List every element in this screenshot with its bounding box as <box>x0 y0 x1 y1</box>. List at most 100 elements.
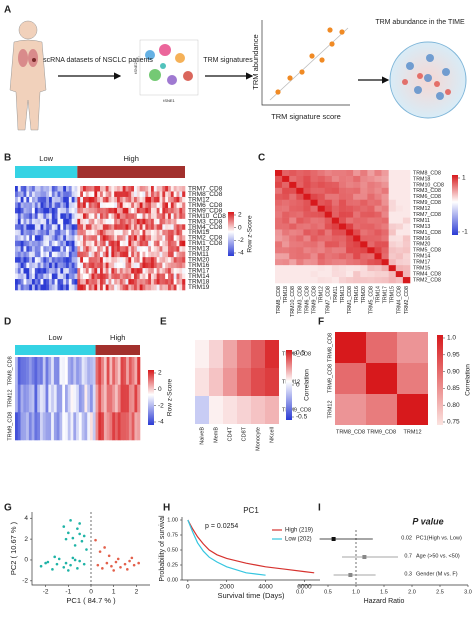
heatmap-cell <box>168 202 172 209</box>
heatmap-cell <box>176 207 180 214</box>
heatmap-cell <box>40 240 44 247</box>
heatmap-cell <box>105 207 109 214</box>
heatmap-cell <box>73 412 77 441</box>
heatmap-cell <box>54 279 58 285</box>
heatmap-cell <box>105 273 109 280</box>
heatmap-cell <box>102 251 106 258</box>
row-label: TRM1_CD8 <box>413 230 441 236</box>
heatmap-cell <box>32 213 36 220</box>
heatmap-cell <box>105 202 109 209</box>
heatmap-cell <box>40 412 44 441</box>
heatmap-cell <box>182 273 186 280</box>
heatmap-cell <box>114 186 118 192</box>
heatmap-cell <box>128 262 132 269</box>
heatmap-cell <box>159 268 163 274</box>
heatmap-cell <box>63 202 67 209</box>
column-label: CD8T <box>241 426 247 441</box>
heatmap-cell <box>324 271 333 278</box>
heatmap-cell <box>59 412 63 441</box>
heatmap-cell <box>20 202 24 209</box>
heatmap-cell <box>102 213 106 220</box>
heatmap-cell <box>77 218 81 225</box>
heatmap-cell <box>142 262 146 269</box>
heatmap-cell <box>26 235 30 242</box>
heatmap-cell <box>74 262 78 269</box>
heatmap-cell <box>128 213 132 220</box>
heatmap-cell <box>176 262 180 269</box>
heatmap-cell <box>331 259 340 266</box>
heatmap-cell <box>296 199 304 206</box>
heatmap-cell <box>17 186 21 192</box>
row-label: TRM2_CD8 <box>413 277 441 283</box>
heatmap-cell <box>170 235 174 242</box>
heatmap-cell <box>134 218 138 225</box>
heatmap-cell <box>165 224 169 231</box>
heatmap-cell <box>26 218 30 225</box>
heatmap-cell <box>119 218 123 225</box>
heatmap-cell <box>109 412 113 441</box>
heatmap-cell <box>100 191 104 198</box>
heatmap-cell <box>395 253 404 260</box>
heatmap-cell <box>23 246 27 252</box>
heatmap-cell <box>142 224 146 231</box>
heatmap-cell <box>353 170 361 177</box>
heatmap-cell <box>74 279 78 285</box>
heatmap-cell <box>156 229 160 236</box>
heatmap-cell <box>151 262 155 269</box>
heatmap-cell <box>176 246 180 252</box>
heatmap-cell <box>83 284 87 291</box>
heatmap-cell <box>156 235 160 242</box>
heatmap-cell <box>303 235 311 242</box>
heatmap-cell <box>402 235 411 242</box>
heatmap-cell <box>37 246 41 252</box>
heatmap-cell <box>74 202 78 209</box>
heatmap-cell <box>83 213 87 220</box>
heatmap-cell <box>17 273 21 280</box>
heatmap-cell <box>100 224 104 231</box>
heatmap-cell <box>51 202 55 209</box>
heatmap-cell <box>51 240 55 247</box>
heatmap-cell <box>282 170 290 177</box>
heatmap-cell <box>381 187 389 195</box>
heatmap-cell <box>94 196 98 203</box>
heatmap-cell <box>66 186 70 192</box>
heatmap-cell <box>71 262 75 269</box>
heatmap-cell <box>78 412 82 441</box>
heatmap-cell <box>66 246 70 252</box>
heatmap-cell <box>114 191 118 198</box>
heatmap-cell <box>331 205 340 212</box>
heatmap-cell <box>156 279 160 285</box>
heatmap-cell <box>136 207 140 214</box>
y-tick-label: 0.25 <box>167 562 178 568</box>
heatmap-cell <box>117 251 121 258</box>
column-label: TRM5_CD8 <box>368 286 374 314</box>
heatmap-cell <box>68 202 72 209</box>
heatmap-cell <box>20 257 24 263</box>
heatmap-cell <box>74 268 78 274</box>
heatmap-cell <box>77 284 81 291</box>
heatmap-cell <box>136 284 140 291</box>
heatmap-cell <box>145 240 149 247</box>
heatmap-cell <box>142 240 146 247</box>
heatmap-cell <box>395 199 404 206</box>
heatmap-cell <box>32 202 36 209</box>
heatmap-cell <box>131 384 135 413</box>
heatmap-cell <box>40 235 44 242</box>
heatmap-cell <box>71 235 75 242</box>
heatmap-cell <box>91 207 95 214</box>
heatmap-cell <box>40 357 44 385</box>
heatmap-cell <box>134 207 138 214</box>
heatmap-cell <box>182 257 186 263</box>
heatmap-cell <box>128 229 132 236</box>
heatmap-cell <box>317 277 326 284</box>
heatmap-cell <box>346 181 354 189</box>
heatmap-cell <box>338 277 347 284</box>
heatmap-cell <box>338 175 347 183</box>
heatmap-cell <box>49 196 53 203</box>
heatmap-cell <box>117 213 121 220</box>
heatmap-cell <box>156 218 160 225</box>
colorbar-tick-label: 0.90 <box>447 368 460 375</box>
heatmap-cell <box>91 218 95 225</box>
heatmap-cell <box>125 284 129 291</box>
heatmap-cell <box>395 259 404 266</box>
